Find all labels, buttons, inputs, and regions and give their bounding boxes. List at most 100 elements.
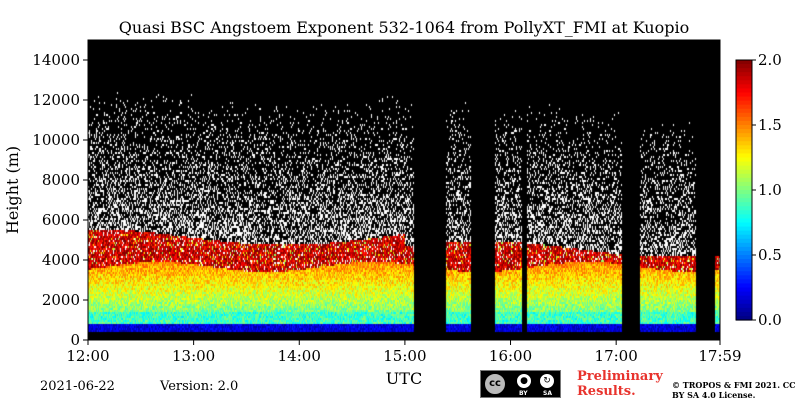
colorbar-segment [736,116,752,122]
x-axis-label: UTC [386,369,422,388]
colorbar-segment [736,88,752,94]
x-axis: 12:00 13:00 14:00 15:00 16:00 17:00 17:59 [66,340,742,365]
colorbar-segment [736,161,752,167]
colorbar: 0.0 0.5 1.0 1.5 2.0 [735,51,782,329]
x-tick-label: 14:00 [278,347,321,365]
colorbar-segment [736,100,752,106]
colorbar-segment [736,295,752,301]
x-tick-label: 16:00 [489,347,532,365]
y-tick-label: 8000 [42,171,80,189]
colorbar-segment [736,315,752,321]
plot-area [88,40,720,340]
colorbar-segment [736,153,752,159]
colorbar-segment [736,157,752,163]
x-tick-label: 17:59 [698,347,741,365]
colorbar-segment [736,108,752,114]
y-tick-label: 12000 [32,91,80,109]
colorbar-segment [736,263,752,268]
version-label: Version: 2.0 [160,379,239,394]
colorbar-tick-label: 2.0 [758,51,782,69]
copyright-notice: © TROPOS & FMI 2021. CC BY SA 4.0 Licens… [672,380,796,400]
colorbar-segment [736,72,752,77]
colorbar-segment [736,68,752,73]
colorbar-segment [736,173,752,179]
y-tick-label: 6000 [42,211,80,229]
y-tick-label: 14000 [32,51,80,69]
colorbar-segment [736,76,752,81]
colorbar-segment [736,177,752,183]
y-tick-label: 4000 [42,251,80,269]
colorbar-segment [736,80,752,85]
colorbar-segment [736,169,752,175]
y-axis-label: Height (m) [3,146,22,234]
colorbar-segment [736,137,752,142]
sa-label: SA [543,390,552,397]
colorbar-segment [736,226,752,232]
colorbar-segment [736,311,752,317]
colorbar-segment [736,267,752,272]
colorbar-segment [736,190,752,195]
colorbar-segment [736,246,752,252]
y-tick-label: 0 [70,331,80,349]
colorbar-segment [736,210,752,215]
colorbar-segment [736,259,752,264]
cc-by-sa-license-badge: cc ● ↻ BY SA [480,370,561,398]
colorbar-segment [736,112,752,118]
heatmap-raster [88,40,720,340]
colorbar-segment [736,214,752,220]
colorbar-segment [736,133,752,138]
by-label: BY [519,390,528,397]
colorbar-segment [736,181,752,187]
colorbar-segment [736,194,752,199]
colorbar-segment [736,222,752,228]
colorbar-tick-label: 1.0 [758,181,782,199]
measurement-date: 2021-06-22 [40,379,115,394]
colorbar-segment [736,218,752,224]
y-axis: 0 2000 4000 6000 8000 10000 12000 14000 [32,51,88,349]
colorbar-segment [736,242,752,248]
colorbar-tick-label: 0.0 [758,311,782,329]
colorbar-segment [736,60,752,65]
colorbar-segment [736,234,752,240]
share-alike-icon: ↻ [538,372,556,390]
colorbar-segment [736,303,752,309]
preliminary-results-note: Preliminary Results. [577,369,663,399]
colorbar-segment [736,96,752,102]
chart-title: Quasi BSC Angstoem Exponent 532-1064 fro… [119,18,689,37]
colorbar-segment [736,125,752,130]
colorbar-segment [736,287,752,293]
colorbar-segment [736,230,752,236]
colorbar-segment [736,279,752,285]
colorbar-segment [736,198,752,203]
colorbar-segment [736,145,752,150]
colorbar-segment [736,185,752,191]
x-tick-label: 15:00 [383,347,426,365]
cc-icon: cc [483,372,507,396]
y-tick-label: 10000 [32,131,80,149]
colorbar-segment [736,275,752,280]
y-tick-label: 2000 [42,291,80,309]
colorbar-segment [736,206,752,211]
colorbar-segment [736,165,752,171]
colorbar-segment [736,84,752,90]
person-icon: ● [515,372,533,390]
colorbar-segment [736,120,752,126]
colorbar-tick-label: 0.5 [758,246,782,264]
colorbar-segment [736,92,752,98]
colorbar-segment [736,104,752,110]
colorbar-segment [736,202,752,207]
colorbar-segment [736,238,752,244]
x-tick-label: 12:00 [66,347,109,365]
plot-frame [87,39,721,341]
colorbar-segment [736,255,752,260]
x-tick-label: 17:00 [595,347,638,365]
colorbar-segment [736,250,752,256]
colorbar-segment [736,149,752,155]
x-tick-label: 13:00 [172,347,215,365]
colorbar-segment [736,299,752,305]
colorbar-segment [736,283,752,289]
colorbar-tick-label: 1.5 [758,116,782,134]
colorbar-segment [736,129,752,134]
colorbar-segment [736,307,752,313]
